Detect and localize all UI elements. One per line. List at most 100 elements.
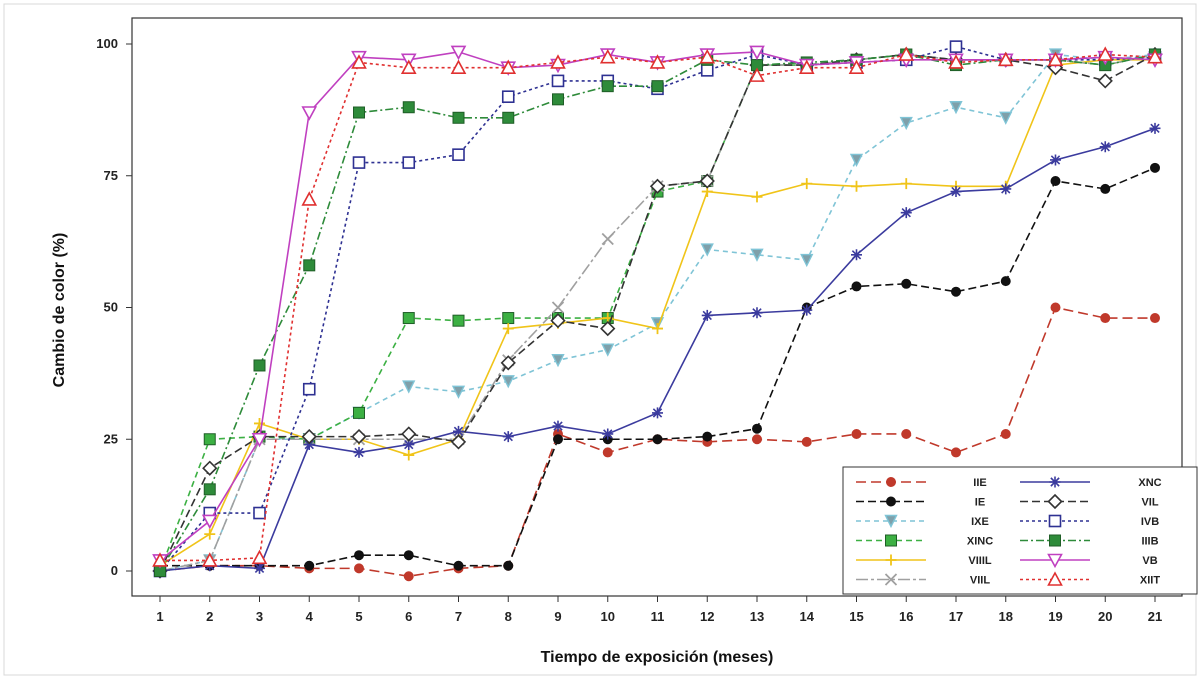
data-point (1100, 183, 1111, 194)
data-point (202, 460, 218, 476)
data-point (400, 59, 417, 75)
legend-label: VIIIL (968, 555, 992, 567)
data-point (1000, 276, 1011, 287)
data-point (500, 59, 517, 75)
data-point (402, 156, 416, 169)
data-point (402, 380, 416, 394)
data-point (354, 563, 364, 574)
x-tick-label: 18 (999, 609, 1013, 624)
legend-item-iiib: IIIB (1020, 534, 1159, 548)
legend-item-vb: VB (1020, 553, 1158, 569)
data-point (948, 54, 964, 69)
legend-item-xiit: XIIT (1020, 571, 1160, 587)
data-point (501, 375, 515, 389)
data-point (353, 406, 365, 419)
data-point (749, 45, 765, 61)
legend-item-viiil: VIIIL (856, 554, 992, 567)
legend-item-iie: IIE (856, 477, 987, 489)
legend-marker (885, 554, 897, 566)
data-point (453, 560, 464, 571)
data-point (1097, 46, 1114, 61)
data-point (1000, 183, 1012, 195)
data-point (901, 278, 912, 289)
series-line (159, 306, 1155, 578)
x-tick-label: 8 (505, 609, 512, 624)
data-point (451, 385, 466, 399)
data-point (503, 560, 514, 571)
data-point (351, 54, 367, 69)
x-tick-label: 13 (750, 609, 764, 624)
data-point (152, 552, 168, 567)
data-point (602, 428, 614, 440)
data-point (501, 90, 515, 103)
data-point (700, 243, 714, 257)
legend-item-ixe: IXE (856, 514, 989, 529)
legend-marker (1047, 571, 1063, 586)
data-point (352, 156, 366, 169)
x-tick-label: 4 (306, 609, 314, 624)
legend-label: VIIL (970, 575, 990, 587)
data-point (652, 434, 663, 445)
y-tick-label: 100 (96, 36, 118, 51)
data-point (1150, 162, 1160, 173)
legend-item-vil: VIL (1020, 493, 1159, 510)
data-point (951, 447, 961, 458)
x-tick-label: 9 (554, 609, 561, 624)
data-point (701, 309, 713, 321)
series-xiit (152, 46, 1163, 567)
legend-item-ie: IE (856, 496, 985, 509)
data-point (402, 312, 415, 325)
data-point (403, 550, 414, 561)
data-point (550, 313, 566, 329)
data-point (898, 46, 915, 61)
data-point (801, 436, 812, 447)
data-point (301, 191, 318, 206)
legend-label: IVB (1141, 516, 1159, 528)
data-point (551, 74, 565, 88)
data-point (1150, 313, 1160, 324)
y-tick-label: 50 (104, 300, 118, 315)
x-tick-label: 20 (1098, 609, 1112, 624)
data-point (1149, 122, 1161, 134)
data-point (201, 514, 218, 530)
legend-marker (886, 477, 896, 487)
legend-marker (1047, 553, 1063, 569)
data-point (253, 506, 266, 520)
data-point (201, 552, 218, 567)
data-point (652, 323, 663, 335)
data-point (402, 101, 415, 114)
data-point (302, 382, 316, 396)
data-point (752, 434, 762, 445)
legend-label: XNC (1138, 477, 1161, 489)
series-layer (152, 40, 1163, 582)
data-point (301, 106, 318, 121)
data-point (699, 173, 715, 189)
series-line (159, 45, 1156, 572)
data-point (851, 428, 862, 439)
data-point (550, 54, 566, 69)
data-point (1047, 51, 1064, 67)
data-point (353, 106, 365, 119)
data-point (1100, 313, 1111, 324)
legend-box (842, 466, 1198, 595)
data-point (602, 447, 613, 458)
data-point (500, 355, 516, 371)
x-axis-title: Tiempo de exposición (meses) (541, 649, 774, 666)
legend-item-xinc: XINC (856, 534, 993, 548)
data-point (899, 116, 913, 131)
data-point (301, 428, 317, 445)
data-point (403, 571, 414, 582)
data-point (752, 423, 762, 434)
data-point (351, 428, 367, 445)
y-axis: 0 25 50 75 100 (96, 36, 132, 578)
data-point (851, 281, 862, 292)
data-point (203, 483, 216, 496)
data-point (601, 232, 614, 246)
data-point (403, 439, 415, 451)
data-point (599, 48, 616, 64)
data-point (253, 359, 266, 372)
data-point (450, 45, 467, 61)
data-point (1099, 141, 1111, 153)
data-point (951, 286, 961, 297)
